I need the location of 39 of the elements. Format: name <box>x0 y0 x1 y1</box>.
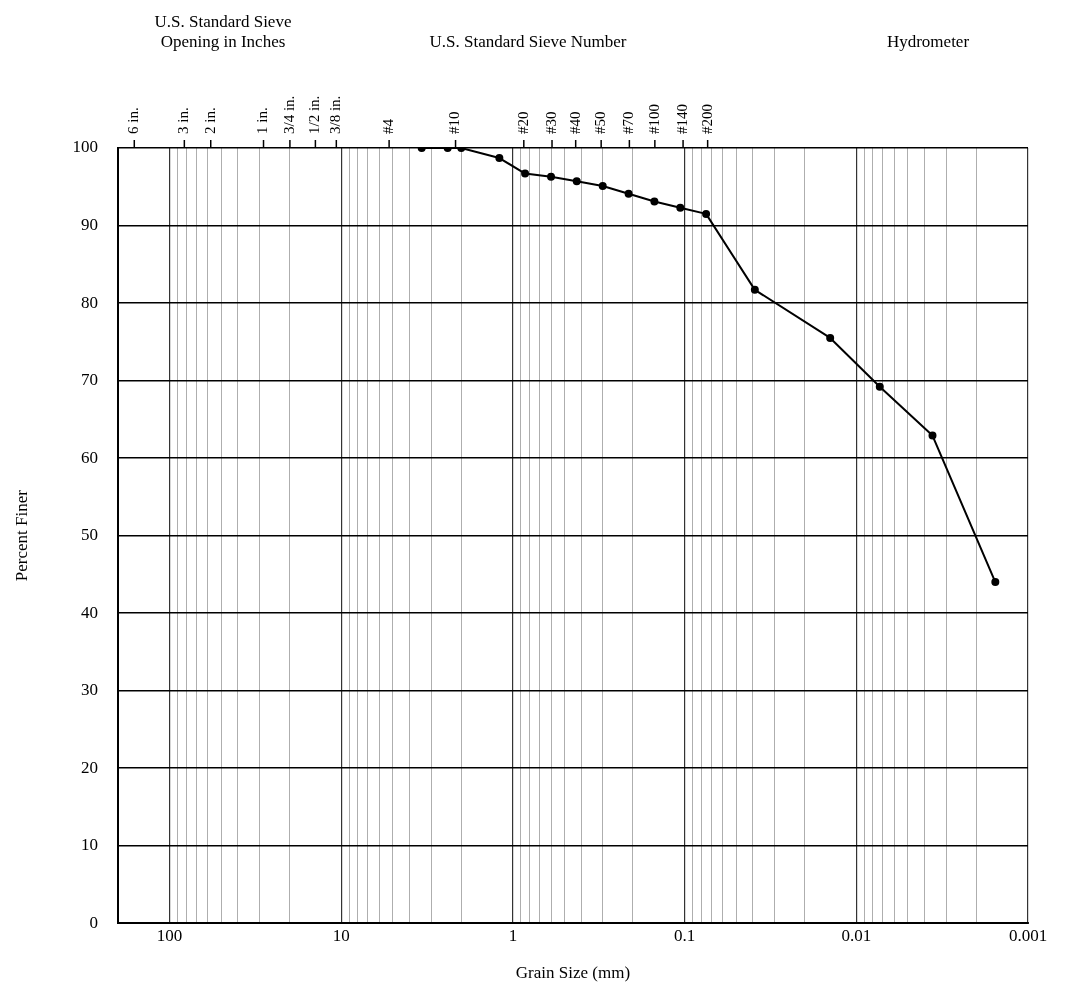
text: 3/8 in. <box>327 95 344 134</box>
y-tick-label: 60 <box>80 447 98 467</box>
text: 3 in. <box>175 107 192 134</box>
y-tick-label: 90 <box>80 214 98 234</box>
text: #40 <box>566 111 583 134</box>
y-axis-title: Percent Finer <box>11 489 31 582</box>
x-tick-label: 100 <box>156 925 183 945</box>
y-tick-label: 30 <box>80 680 98 700</box>
text: #4 <box>380 118 397 134</box>
text: 1 in. <box>254 107 271 134</box>
y-tick-label: 50 <box>80 525 98 545</box>
x-tick-label: 10 <box>332 925 350 945</box>
x-tick-label: 0.01 <box>841 925 872 945</box>
text: U.S. Standard Sieve Opening in Inches <box>153 12 293 52</box>
text: 3/4 in. <box>280 95 297 134</box>
text: U.S. Standard Sieve Number <box>428 32 628 52</box>
text: Hydrometer <box>885 32 971 52</box>
y-tick-label: 10 <box>80 835 98 855</box>
text: #30 <box>542 111 559 134</box>
text: 6 in. <box>125 107 142 134</box>
x-tick-label: 0.1 <box>674 925 696 945</box>
text: #50 <box>592 111 609 134</box>
y-tick-label: 40 <box>80 602 98 622</box>
y-tick-label: 70 <box>80 370 98 390</box>
y-tick-label: 100 <box>72 137 98 157</box>
text: 2 in. <box>201 107 218 134</box>
text: #200 <box>698 104 715 134</box>
text: #10 <box>446 111 463 134</box>
x-tick-label: 0.001 <box>1008 925 1048 945</box>
y-tick-label: 20 <box>80 757 98 777</box>
y-tick-label: 80 <box>80 292 98 312</box>
text: #70 <box>620 111 637 134</box>
text: #100 <box>645 104 662 134</box>
x-tick-label: 1 <box>508 925 518 945</box>
text: 1/2 in. <box>306 95 323 134</box>
y-tick-label: 0 <box>89 912 98 932</box>
text: #20 <box>514 111 531 134</box>
x-axis-title: Grain Size (mm) <box>515 963 631 983</box>
text: #140 <box>674 104 691 134</box>
